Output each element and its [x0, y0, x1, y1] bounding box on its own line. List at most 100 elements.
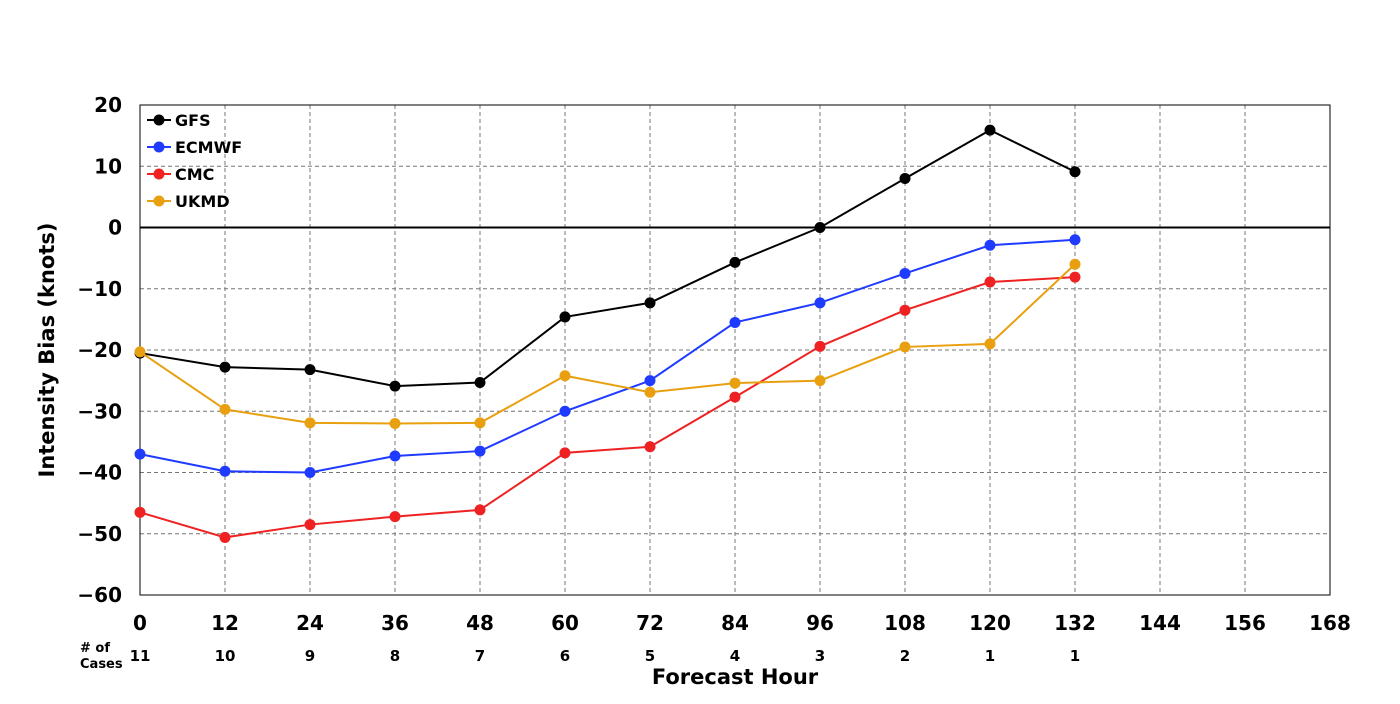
- data-point: [219, 531, 231, 543]
- cases-count: 10: [215, 647, 236, 665]
- data-point: [474, 445, 486, 457]
- cases-count: 11: [130, 647, 151, 665]
- data-point: [559, 405, 571, 417]
- x-tick-label: 96: [806, 611, 834, 635]
- data-point: [559, 311, 571, 323]
- data-point: [474, 376, 486, 388]
- data-point: [644, 375, 656, 387]
- legend-item-ecmwf: ECMWF: [147, 138, 242, 157]
- legend-swatch-marker: [153, 114, 165, 126]
- legend-item-cmc: CMC: [147, 165, 214, 184]
- data-point: [899, 267, 911, 279]
- data-point: [389, 418, 401, 429]
- data-point: [134, 346, 146, 358]
- data-point: [814, 222, 826, 233]
- x-axis-title: Forecast Hour: [652, 665, 819, 689]
- x-tick-label: 60: [551, 611, 579, 635]
- cases-label-line2: Cases: [80, 657, 123, 672]
- legend-item-ukmd: UKMD: [147, 192, 230, 211]
- data-point: [474, 417, 486, 429]
- cases-count: 8: [390, 647, 400, 665]
- data-point: [1069, 166, 1081, 178]
- legend-label: UKMD: [175, 192, 230, 211]
- cases-count: 6: [560, 647, 570, 665]
- series-gfs: [134, 124, 1081, 392]
- y-tick-label: 10: [94, 154, 122, 178]
- legend-swatch-marker: [153, 168, 165, 180]
- x-tick-label: 168: [1309, 611, 1351, 635]
- cases-label-line1: # of: [80, 641, 110, 656]
- cases-count: 5: [645, 647, 655, 665]
- cases-count: 1: [1070, 647, 1080, 665]
- data-point: [304, 519, 316, 531]
- data-point: [219, 361, 231, 373]
- cases-count: 4: [730, 647, 740, 665]
- legend-swatch-marker: [153, 195, 165, 207]
- y-tick-labels: 20 10 0 −10 −20 −30 −40 −50 −60: [77, 93, 122, 607]
- data-point: [899, 341, 911, 353]
- data-point: [304, 364, 316, 376]
- data-point: [134, 506, 146, 518]
- series-ukmd: [134, 258, 1081, 429]
- legend-label: ECMWF: [175, 138, 242, 157]
- data-point: [814, 297, 826, 309]
- y-tick-label: −30: [77, 399, 122, 423]
- series-line: [139, 276, 1076, 539]
- y-tick-label: 0: [108, 216, 122, 240]
- legend-swatch-marker: [153, 141, 165, 153]
- legend: GFS ECMWF CMC UKMD: [147, 111, 242, 211]
- series-line: [139, 238, 1076, 474]
- y-tick-label: −20: [77, 338, 122, 362]
- data-point: [729, 391, 741, 403]
- data-point: [814, 340, 826, 352]
- y-tick-label: 20: [94, 93, 122, 117]
- x-tick-label: 72: [636, 611, 664, 635]
- data-point: [729, 377, 741, 389]
- series-ecmwf: [134, 234, 1081, 478]
- cases-count: 1: [985, 647, 995, 665]
- x-tick-label: 24: [296, 611, 324, 635]
- data-point: [1069, 234, 1081, 246]
- data-point: [984, 276, 996, 288]
- data-point: [899, 173, 911, 184]
- data-point: [984, 338, 996, 350]
- x-tick-label: 0: [133, 611, 147, 635]
- x-tick-label: 12: [211, 611, 239, 635]
- x-tick-label: 132: [1054, 611, 1096, 635]
- x-tick-label: 108: [884, 611, 926, 635]
- data-point: [219, 465, 231, 477]
- data-point: [814, 375, 826, 387]
- cases-count: 2: [900, 647, 910, 665]
- data-point: [559, 447, 571, 459]
- data-point: [644, 297, 656, 309]
- data-point: [389, 450, 401, 462]
- data-point: [984, 239, 996, 251]
- x-tick-label: 156: [1224, 611, 1266, 635]
- x-tick-label: 120: [969, 611, 1011, 635]
- data-point: [474, 504, 486, 516]
- data-point: [729, 316, 741, 328]
- data-point: [389, 380, 401, 392]
- data-point: [1069, 258, 1081, 270]
- y-axis-title: Intensity Bias (knots): [35, 223, 59, 478]
- legend-item-gfs: GFS: [147, 111, 211, 130]
- data-point: [984, 124, 996, 136]
- legend-label: GFS: [175, 111, 211, 130]
- data-point: [304, 417, 316, 429]
- x-tick-labels: 0 12 24 36 48 60 72 84 96 108 120 132 144 156 168: [133, 611, 1351, 635]
- y-tick-label: −50: [77, 522, 122, 546]
- y-tick-label: −10: [77, 277, 122, 301]
- legend-label: CMC: [175, 165, 214, 184]
- x-tick-label: 36: [381, 611, 409, 635]
- x-tick-label: 84: [721, 611, 749, 635]
- y-tick-label: −60: [77, 583, 122, 607]
- cases-count: 3: [815, 647, 825, 665]
- data-point: [389, 511, 401, 523]
- x-tick-label: 144: [1139, 611, 1181, 635]
- data-point: [729, 256, 741, 268]
- cases-row: # of Cases 11 10 9 8 7 6 5 4 3 2 1 1: [80, 641, 1080, 672]
- grid-lines: [140, 105, 1330, 595]
- data-point: [899, 304, 911, 316]
- series-line: [139, 263, 1076, 425]
